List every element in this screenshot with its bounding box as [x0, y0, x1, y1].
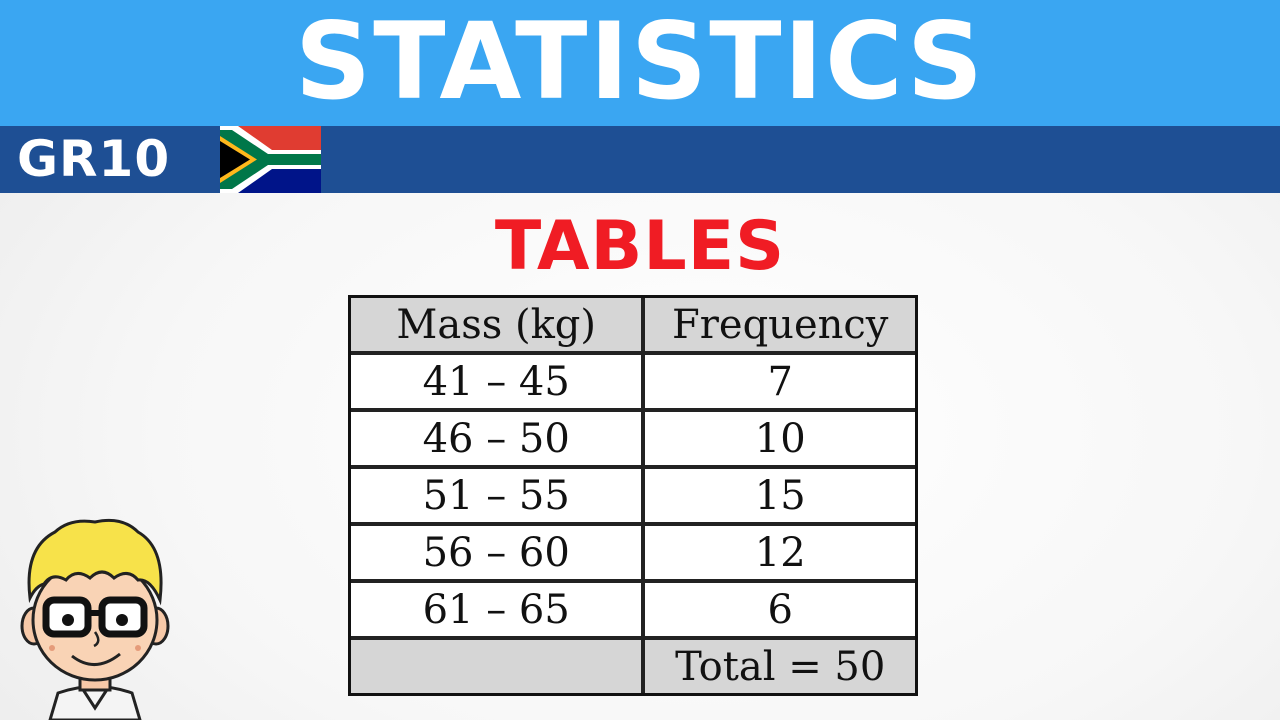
table-header-row: Mass (kg) Frequency [351, 298, 915, 356]
table-row: 41 – 45 7 [351, 355, 915, 413]
frequency-cell: 7 [645, 355, 915, 413]
empty-cell [351, 640, 646, 693]
table-row: 51 – 55 15 [351, 469, 915, 527]
table-row: 46 – 50 10 [351, 412, 915, 470]
grade-label: GR10 [17, 130, 171, 188]
mass-cell: 51 – 55 [351, 469, 646, 527]
mass-cell: 41 – 45 [351, 355, 646, 413]
cartoon-boy-icon [20, 518, 170, 720]
grade-bar [0, 126, 1280, 193]
mass-cell: 56 – 60 [351, 526, 646, 584]
frequency-cell: 15 [645, 469, 915, 527]
frequency-cell: 12 [645, 526, 915, 584]
table-row: 56 – 60 12 [351, 526, 915, 584]
column-header: Frequency [645, 298, 915, 356]
main-title: STATISTICS [294, 0, 986, 123]
top-banner [0, 0, 1280, 126]
table-row: 61 – 65 6 [351, 583, 915, 641]
frequency-cell: 6 [645, 583, 915, 641]
total-cell: Total = 50 [645, 640, 915, 693]
mass-cell: 61 – 65 [351, 583, 646, 641]
subtitle: TABLES [494, 207, 786, 286]
table-total-row: Total = 50 [351, 640, 915, 693]
frequency-cell: 10 [645, 412, 915, 470]
frequency-table: Mass (kg) Frequency 41 – 45 7 46 – 50 10… [348, 295, 918, 696]
south-africa-flag-icon [220, 126, 321, 193]
mass-cell: 46 – 50 [351, 412, 646, 470]
column-header: Mass (kg) [351, 298, 646, 356]
